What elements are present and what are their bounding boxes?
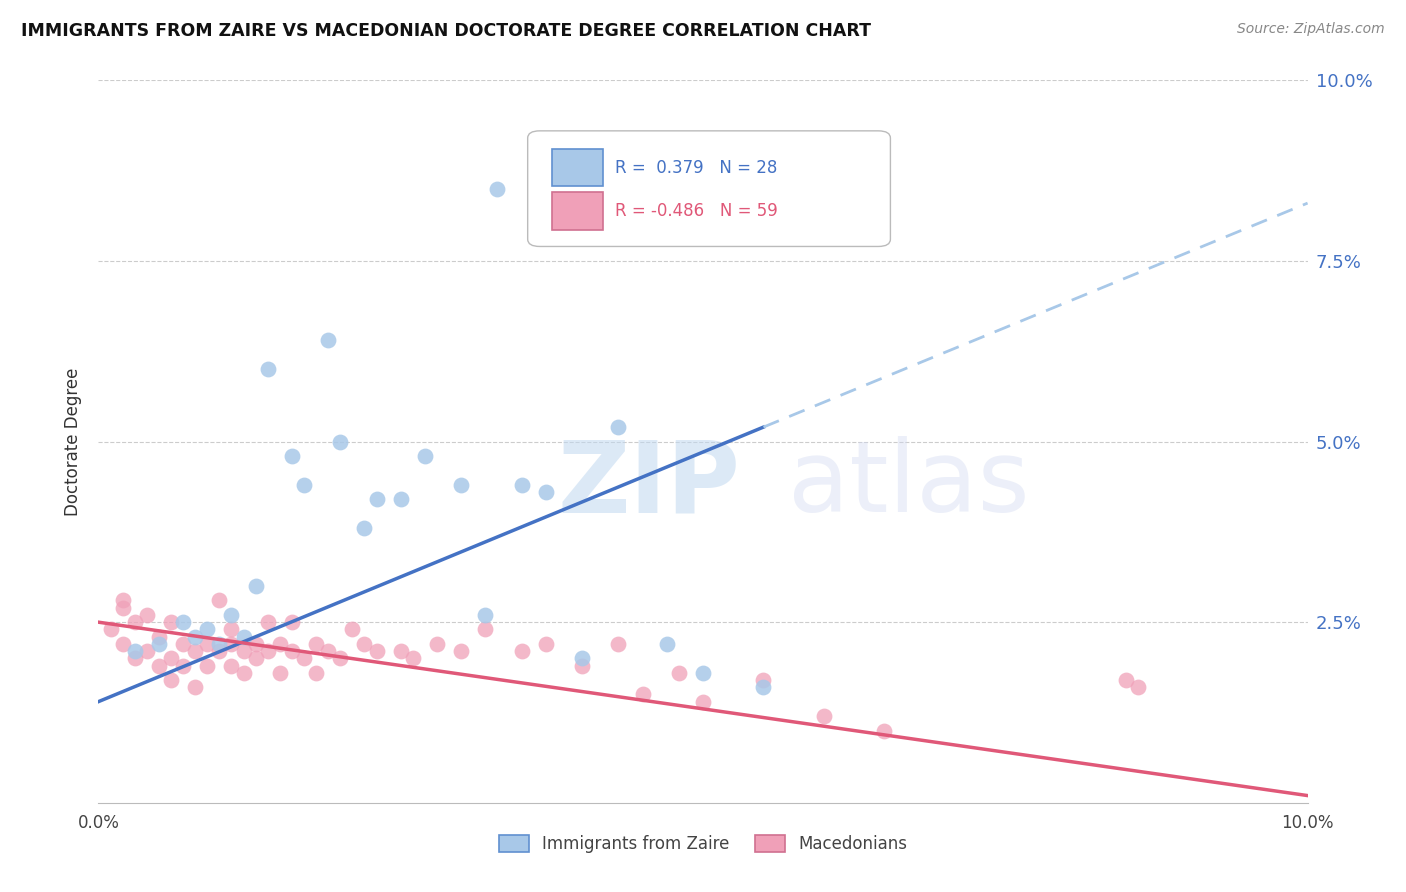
- Point: [366, 492, 388, 507]
- Point: [184, 680, 207, 694]
- Point: [269, 665, 291, 680]
- Point: [534, 485, 557, 500]
- Point: [281, 615, 304, 630]
- Text: ZIP: ZIP: [558, 436, 741, 533]
- Point: [353, 637, 375, 651]
- FancyBboxPatch shape: [527, 131, 890, 246]
- Text: IMMIGRANTS FROM ZAIRE VS MACEDONIAN DOCTORATE DEGREE CORRELATION CHART: IMMIGRANTS FROM ZAIRE VS MACEDONIAN DOCT…: [21, 22, 872, 40]
- Point: [256, 644, 278, 658]
- Point: [692, 665, 714, 680]
- Point: [172, 615, 194, 630]
- Point: [124, 615, 146, 630]
- Point: [752, 673, 775, 687]
- Point: [474, 623, 496, 637]
- Point: [111, 637, 134, 651]
- Point: [281, 449, 304, 463]
- Point: [752, 680, 775, 694]
- Legend: Immigrants from Zaire, Macedonians: Immigrants from Zaire, Macedonians: [492, 828, 914, 860]
- Point: [389, 644, 412, 658]
- Point: [195, 623, 218, 637]
- Point: [111, 593, 134, 607]
- Point: [571, 658, 593, 673]
- Point: [135, 607, 157, 622]
- FancyBboxPatch shape: [551, 149, 603, 186]
- Point: [208, 637, 231, 651]
- Point: [208, 593, 231, 607]
- Point: [148, 630, 170, 644]
- Point: [232, 665, 254, 680]
- Point: [450, 478, 472, 492]
- Point: [655, 637, 678, 651]
- Point: [195, 658, 218, 673]
- Point: [631, 687, 654, 701]
- Point: [124, 651, 146, 665]
- Point: [534, 637, 557, 651]
- Point: [571, 651, 593, 665]
- Point: [510, 478, 533, 492]
- Point: [160, 651, 183, 665]
- Point: [292, 651, 315, 665]
- Text: R =  0.379   N = 28: R = 0.379 N = 28: [614, 159, 778, 177]
- Point: [353, 521, 375, 535]
- Point: [316, 334, 339, 348]
- Point: [329, 651, 352, 665]
- Point: [100, 623, 122, 637]
- Point: [245, 637, 267, 651]
- Text: Source: ZipAtlas.com: Source: ZipAtlas.com: [1237, 22, 1385, 37]
- Point: [668, 665, 690, 680]
- Point: [281, 644, 304, 658]
- Point: [208, 644, 231, 658]
- Point: [221, 623, 243, 637]
- Point: [160, 615, 183, 630]
- Point: [366, 644, 388, 658]
- Point: [111, 600, 134, 615]
- Point: [232, 644, 254, 658]
- Point: [426, 637, 449, 651]
- Point: [450, 644, 472, 658]
- Point: [813, 709, 835, 723]
- Point: [486, 182, 509, 196]
- Point: [1128, 680, 1150, 694]
- Point: [195, 637, 218, 651]
- Point: [256, 615, 278, 630]
- Point: [402, 651, 425, 665]
- Point: [172, 658, 194, 673]
- Point: [389, 492, 412, 507]
- Point: [873, 723, 896, 738]
- Point: [148, 658, 170, 673]
- Point: [269, 637, 291, 651]
- Point: [1115, 673, 1137, 687]
- Text: R = -0.486   N = 59: R = -0.486 N = 59: [614, 202, 778, 220]
- FancyBboxPatch shape: [551, 193, 603, 230]
- Point: [245, 579, 267, 593]
- Point: [692, 695, 714, 709]
- Point: [256, 362, 278, 376]
- Point: [316, 644, 339, 658]
- Point: [221, 607, 243, 622]
- Point: [329, 434, 352, 449]
- Point: [607, 420, 630, 434]
- Point: [474, 607, 496, 622]
- Point: [342, 623, 364, 637]
- Point: [510, 644, 533, 658]
- Point: [184, 630, 207, 644]
- Point: [221, 658, 243, 673]
- Point: [184, 644, 207, 658]
- Point: [305, 637, 328, 651]
- Point: [607, 637, 630, 651]
- Point: [148, 637, 170, 651]
- Text: atlas: atlas: [787, 436, 1029, 533]
- Point: [413, 449, 436, 463]
- Y-axis label: Doctorate Degree: Doctorate Degree: [63, 368, 82, 516]
- Point: [305, 665, 328, 680]
- Point: [292, 478, 315, 492]
- Point: [172, 637, 194, 651]
- Point: [160, 673, 183, 687]
- Point: [124, 644, 146, 658]
- Point: [232, 630, 254, 644]
- Point: [245, 651, 267, 665]
- Point: [135, 644, 157, 658]
- Point: [221, 637, 243, 651]
